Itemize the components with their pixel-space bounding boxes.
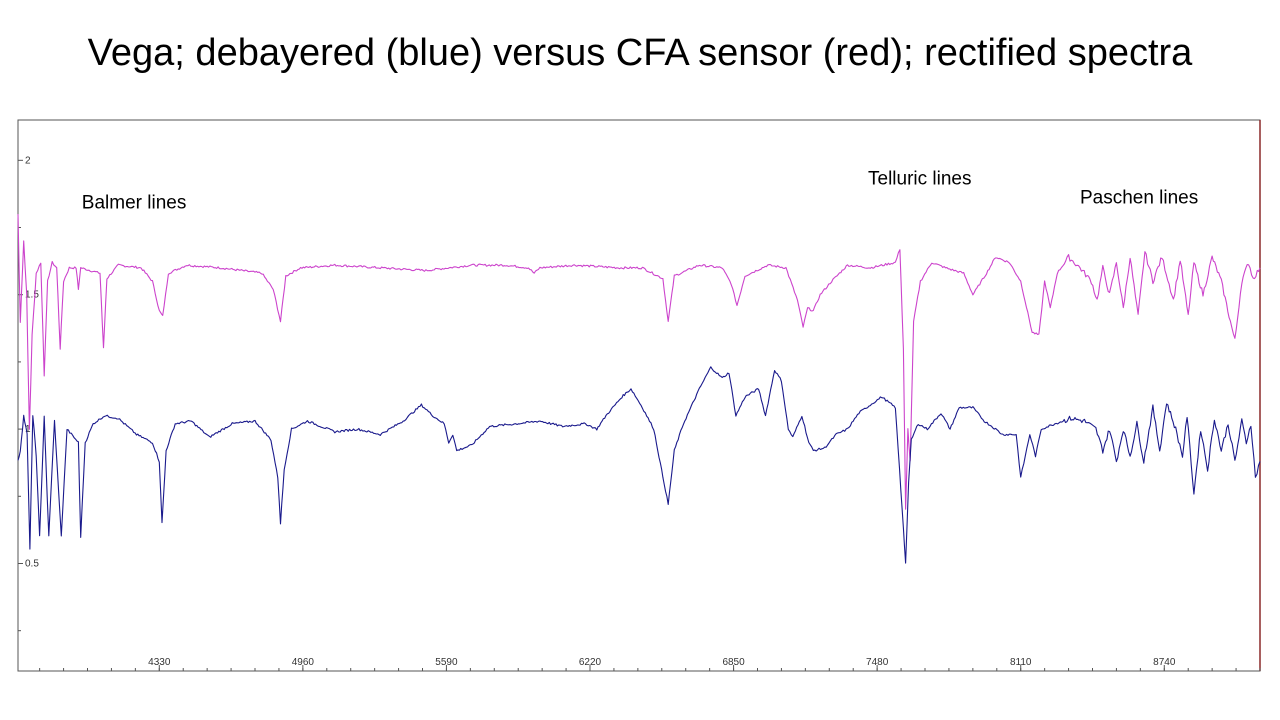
x-tick-label: 5590 bbox=[435, 657, 458, 668]
x-tick-label: 4330 bbox=[148, 657, 171, 668]
x-tick-label: 7480 bbox=[866, 657, 889, 668]
annotation-label: Telluric lines bbox=[868, 169, 971, 190]
annotation-label: Balmer lines bbox=[82, 193, 187, 214]
x-tick-label: 6850 bbox=[722, 657, 745, 668]
annotation-label: Paschen lines bbox=[1080, 187, 1198, 208]
slide-title: Vega; debayered (blue) versus CFA sensor… bbox=[0, 32, 1280, 75]
y-axis: 0.5 1 1.5 2 bbox=[18, 155, 39, 632]
x-tick-label: 8110 bbox=[1010, 657, 1032, 668]
title-star-name: Vega; bbox=[87, 32, 185, 74]
y-tick-label: 0.5 bbox=[25, 558, 39, 569]
x-tick-label: 6220 bbox=[579, 657, 602, 668]
title-description: debayered (blue) versus CFA sensor (red)… bbox=[184, 32, 1193, 74]
y-tick-label: 2 bbox=[25, 155, 31, 166]
x-axis: 4330 4960 5590 6220 6850 7480 8110 8740 bbox=[39, 657, 1261, 671]
debayered-spectrum-line bbox=[17, 366, 1261, 564]
y-tick-label: 1 bbox=[25, 424, 31, 435]
annotations: Balmer lines Telluric lines Paschen lines bbox=[82, 169, 1198, 214]
plot-frame bbox=[17, 119, 1261, 672]
cfa-sensor-spectrum-line bbox=[17, 214, 1261, 510]
series-group bbox=[17, 214, 1261, 564]
x-tick-label: 4960 bbox=[292, 657, 315, 668]
x-tick-label: 8740 bbox=[1153, 657, 1176, 668]
y-tick-label: 1.5 bbox=[25, 290, 39, 301]
